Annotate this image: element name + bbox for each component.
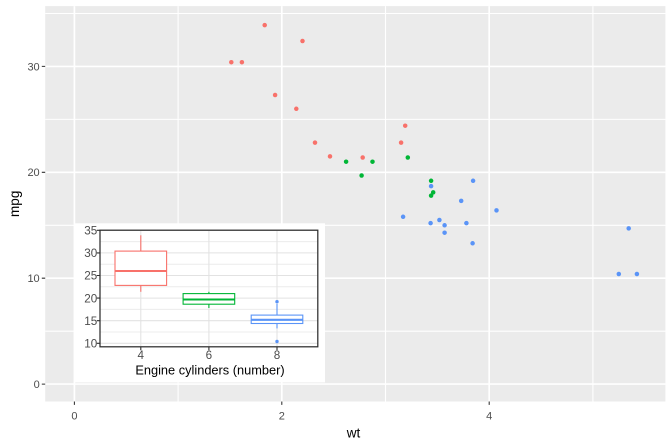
svg-text:6: 6 xyxy=(206,349,213,362)
svg-text:30: 30 xyxy=(27,61,39,73)
svg-text:4: 4 xyxy=(138,349,145,362)
svg-text:30: 30 xyxy=(84,247,98,260)
svg-text:0: 0 xyxy=(34,379,40,391)
svg-text:Engine cylinders (number): Engine cylinders (number) xyxy=(135,363,284,378)
svg-text:35: 35 xyxy=(84,225,98,238)
svg-text:mpg: mpg xyxy=(7,191,22,217)
svg-text:0: 0 xyxy=(71,411,77,423)
svg-text:25: 25 xyxy=(84,270,98,283)
svg-text:20: 20 xyxy=(84,292,98,305)
svg-text:15: 15 xyxy=(84,315,98,328)
svg-text:20: 20 xyxy=(27,167,39,179)
svg-text:8: 8 xyxy=(274,349,281,362)
svg-text:wt: wt xyxy=(346,426,361,441)
svg-text:2: 2 xyxy=(279,411,285,423)
svg-text:10: 10 xyxy=(84,338,98,351)
svg-text:4: 4 xyxy=(486,411,492,423)
svg-text:10: 10 xyxy=(27,273,39,285)
